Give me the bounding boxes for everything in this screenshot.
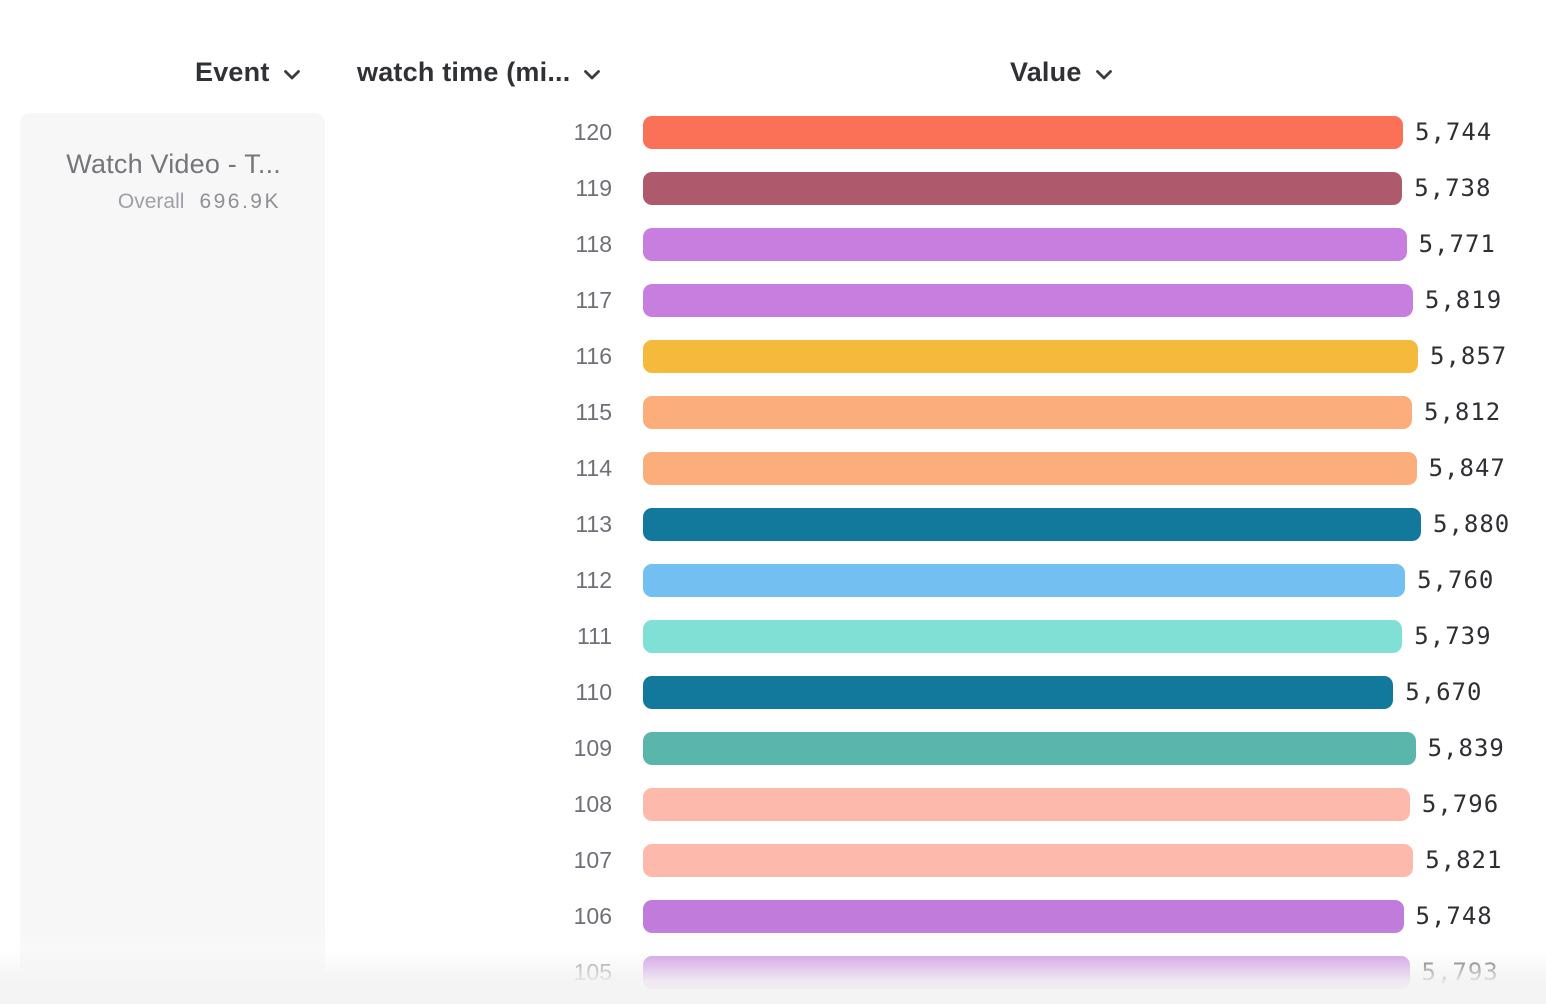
bar-row: 118 5,771 xyxy=(0,216,1546,272)
bar[interactable] xyxy=(643,675,1394,709)
value-column-header[interactable]: Value xyxy=(1010,57,1113,88)
bar-row: 105 5,793 xyxy=(0,944,1546,1000)
bar[interactable] xyxy=(643,115,1403,149)
bar-value-label: 5,739 xyxy=(1414,622,1492,650)
bar-category-label: 116 xyxy=(575,342,612,369)
bar-value-label: 5,819 xyxy=(1424,286,1503,314)
bar-row: 120 5,744 xyxy=(0,104,1546,160)
bar-value-label: 5,793 xyxy=(1421,958,1499,986)
bar[interactable] xyxy=(643,339,1418,373)
overall-value: 696.9K xyxy=(199,190,281,213)
chevron-down-icon xyxy=(584,69,601,79)
bar-category-label: 119 xyxy=(575,174,612,201)
event-column-header[interactable]: Event xyxy=(195,57,301,88)
bar-value-label: 5,796 xyxy=(1421,790,1500,818)
bar-value-label: 5,847 xyxy=(1428,454,1506,482)
bar[interactable] xyxy=(643,451,1417,485)
bar[interactable] xyxy=(643,507,1421,541)
bar-row: 111 5,739 xyxy=(0,608,1546,664)
bar[interactable] xyxy=(643,731,1416,765)
bar-category-label: 113 xyxy=(575,510,612,537)
bar-category-label: 111 xyxy=(577,622,612,649)
bar[interactable] xyxy=(643,619,1403,653)
bar-row: 113 5,880 xyxy=(0,496,1546,552)
measure-column-label: watch time (mi... xyxy=(357,57,571,87)
bar-value-label: 5,771 xyxy=(1418,230,1496,258)
value-column-label: Value xyxy=(1010,57,1082,87)
bar-value-label: 5,760 xyxy=(1417,566,1495,594)
bar-category-label: 108 xyxy=(573,790,612,817)
bar-category-label: 106 xyxy=(573,902,612,929)
overall-label: Overall xyxy=(117,190,185,213)
bar-row: 114 5,847 xyxy=(0,440,1546,496)
bar-value-label: 5,880 xyxy=(1433,510,1511,538)
bar-row: 116 5,857 xyxy=(0,328,1546,384)
bar[interactable] xyxy=(643,227,1407,261)
bar-category-label: 120 xyxy=(573,118,612,145)
bar-row: 110 5,670 xyxy=(0,664,1546,720)
bar-value-label: 5,670 xyxy=(1405,678,1483,706)
bar-category-label: 115 xyxy=(575,398,612,425)
event-title: Watch Video - T... xyxy=(66,149,281,179)
bar[interactable] xyxy=(643,395,1412,429)
bar-category-label: 110 xyxy=(575,678,612,705)
bar-category-label: 112 xyxy=(575,566,612,593)
bar-row: 115 5,812 xyxy=(0,384,1546,440)
bar-row: 117 5,819 xyxy=(0,272,1546,328)
event-card[interactable]: Watch Video - T... Overall 696.9K xyxy=(20,113,325,973)
bar-value-label: 5,821 xyxy=(1425,846,1503,874)
bar[interactable] xyxy=(643,563,1406,597)
bar-value-label: 5,748 xyxy=(1415,902,1493,930)
bar-row: 107 5,821 xyxy=(0,832,1546,888)
bar-row: 108 5,796 xyxy=(0,776,1546,832)
bar-value-label: 5,839 xyxy=(1427,734,1505,762)
chevron-down-icon xyxy=(1095,69,1112,79)
bar-chart: 120 5,744 119 5,738 118 5,771 117 5,819 116 5,857… xyxy=(0,104,1546,1000)
bar-value-label: 5,857 xyxy=(1430,342,1508,370)
bar-row: 109 5,839 xyxy=(0,720,1546,776)
bar[interactable] xyxy=(643,955,1410,989)
bar-category-label: 105 xyxy=(573,958,612,985)
bar[interactable] xyxy=(643,283,1413,317)
chevron-down-icon xyxy=(283,69,300,79)
event-overall-row: Overall 696.9K xyxy=(20,190,281,214)
event-column-label: Event xyxy=(195,57,270,87)
bar-category-label: 114 xyxy=(575,454,612,481)
bar-row: 112 5,760 xyxy=(0,552,1546,608)
bar-value-label: 5,744 xyxy=(1415,118,1493,146)
bar-row: 119 5,738 xyxy=(0,160,1546,216)
bar-value-label: 5,812 xyxy=(1424,398,1502,426)
bar-category-label: 109 xyxy=(573,734,612,761)
bar-category-label: 107 xyxy=(573,846,612,873)
bar-category-label: 117 xyxy=(575,286,612,313)
bar-row: 106 5,748 xyxy=(0,888,1546,944)
bar-category-label: 118 xyxy=(575,230,612,257)
bar[interactable] xyxy=(643,171,1403,205)
bar[interactable] xyxy=(643,843,1414,877)
bar[interactable] xyxy=(643,787,1410,821)
bar[interactable] xyxy=(643,899,1404,933)
measure-column-header[interactable]: watch time (mi... xyxy=(357,57,601,88)
bar-value-label: 5,738 xyxy=(1414,174,1492,202)
